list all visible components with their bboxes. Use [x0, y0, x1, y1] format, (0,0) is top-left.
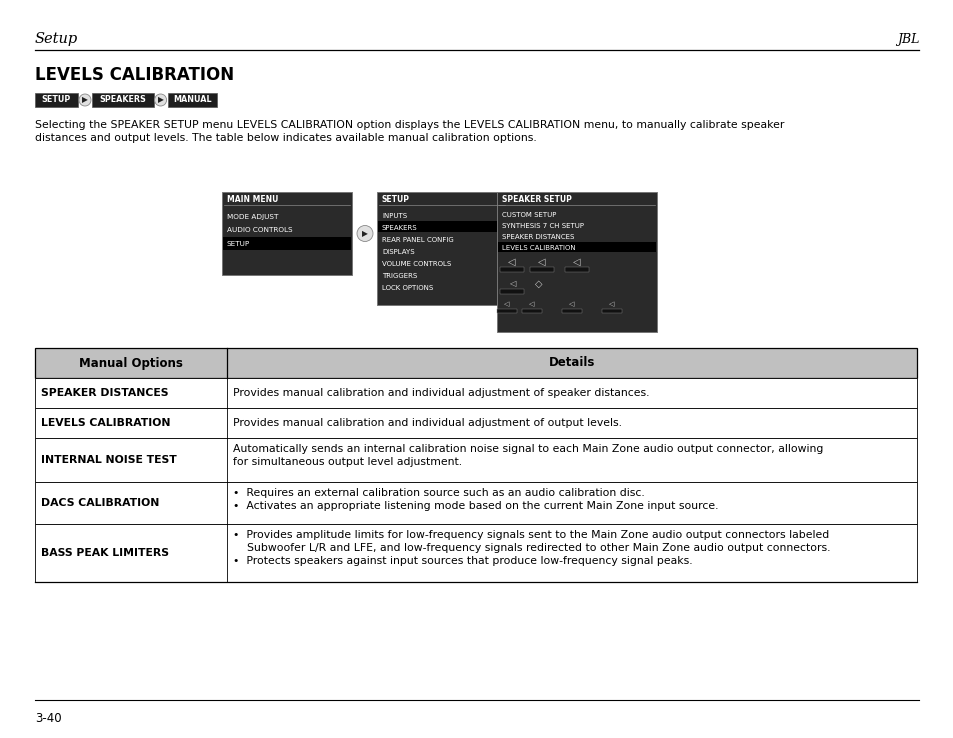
- Text: MANUAL: MANUAL: [172, 95, 212, 105]
- Text: Details: Details: [548, 356, 595, 370]
- Text: ◁: ◁: [609, 301, 614, 307]
- Bar: [497, 192, 657, 332]
- Text: LEVELS CALIBRATION: LEVELS CALIBRATION: [501, 245, 575, 251]
- Bar: [499, 267, 523, 272]
- Text: ▶: ▶: [157, 95, 163, 105]
- Text: TRIGGERS: TRIGGERS: [381, 272, 416, 278]
- Text: Selecting the SPEAKER SETUP menu LEVELS CALIBRATION option displays the LEVELS C: Selecting the SPEAKER SETUP menu LEVELS …: [35, 120, 783, 130]
- Text: distances and output levels. The table below indicates available manual calibrat: distances and output levels. The table b…: [35, 133, 537, 143]
- Text: ◁: ◁: [529, 301, 534, 307]
- Text: •  Requires an external calibration source such as an audio calibration disc.: • Requires an external calibration sourc…: [233, 488, 644, 498]
- Text: SPEAKER DISTANCES: SPEAKER DISTANCES: [41, 388, 169, 398]
- Bar: [497, 309, 517, 313]
- Bar: [91, 93, 153, 107]
- Bar: [168, 93, 216, 107]
- Text: ◁: ◁: [573, 257, 580, 267]
- Text: SPEAKER SETUP: SPEAKER SETUP: [501, 196, 571, 204]
- Text: SPEAKERS: SPEAKERS: [99, 95, 146, 105]
- Text: LEVELS CALIBRATION: LEVELS CALIBRATION: [35, 66, 233, 84]
- Text: ◁: ◁: [537, 257, 545, 267]
- Text: 3-40: 3-40: [35, 712, 62, 725]
- Text: Provides manual calibration and individual adjustment of speaker distances.: Provides manual calibration and individu…: [233, 388, 649, 398]
- Bar: [377, 221, 505, 232]
- Bar: [35, 348, 916, 378]
- Text: DACS CALIBRATION: DACS CALIBRATION: [41, 498, 159, 508]
- Text: JBL: JBL: [896, 33, 918, 46]
- Text: SETUP: SETUP: [227, 241, 250, 247]
- Bar: [497, 242, 656, 252]
- Text: VOLUME CONTROLS: VOLUME CONTROLS: [381, 261, 451, 266]
- Bar: [376, 192, 506, 305]
- Bar: [35, 408, 916, 438]
- Text: Setup: Setup: [35, 32, 78, 46]
- Text: •  Provides amplitude limits for low-frequency signals sent to the Main Zone aud: • Provides amplitude limits for low-freq…: [233, 530, 828, 540]
- Text: ▶: ▶: [82, 95, 88, 105]
- Bar: [223, 237, 351, 250]
- Text: •  Protects speakers against input sources that produce low-frequency signal pea: • Protects speakers against input source…: [233, 556, 692, 566]
- Text: AUDIO CONTROLS: AUDIO CONTROLS: [227, 227, 293, 233]
- Bar: [561, 309, 581, 313]
- Text: Provides manual calibration and individual adjustment of output levels.: Provides manual calibration and individu…: [233, 418, 621, 428]
- Text: CUSTOM SETUP: CUSTOM SETUP: [501, 212, 556, 218]
- Bar: [601, 309, 621, 313]
- Text: ◁: ◁: [569, 301, 574, 307]
- Bar: [35, 93, 78, 107]
- Text: •  Activates an appropriate listening mode based on the current Main Zone input : • Activates an appropriate listening mod…: [233, 501, 718, 511]
- Circle shape: [154, 94, 167, 106]
- Text: ◁: ◁: [508, 257, 516, 267]
- Text: LEVELS CALIBRATION: LEVELS CALIBRATION: [41, 418, 171, 428]
- Text: Automatically sends an internal calibration noise signal to each Main Zone audio: Automatically sends an internal calibrat…: [233, 444, 822, 454]
- Bar: [530, 267, 554, 272]
- Text: Subwoofer L/R and LFE, and low-frequency signals redirected to other Main Zone a: Subwoofer L/R and LFE, and low-frequency…: [233, 543, 830, 553]
- Bar: [564, 267, 588, 272]
- Bar: [222, 192, 352, 275]
- Text: ◁: ◁: [504, 301, 509, 307]
- Text: SETUP: SETUP: [42, 95, 71, 105]
- Text: Manual Options: Manual Options: [79, 356, 183, 370]
- Text: SYNTHESIS 7 CH SETUP: SYNTHESIS 7 CH SETUP: [501, 223, 583, 229]
- Bar: [35, 438, 916, 482]
- Text: ▶: ▶: [517, 234, 522, 243]
- Text: ▶: ▶: [362, 229, 368, 238]
- Bar: [35, 524, 916, 582]
- Text: SETUP: SETUP: [381, 196, 410, 204]
- Text: SPEAKER DISTANCES: SPEAKER DISTANCES: [501, 234, 574, 240]
- Bar: [521, 309, 541, 313]
- Text: ◁: ◁: [508, 279, 515, 288]
- Text: REAR PANEL CONFIG: REAR PANEL CONFIG: [381, 236, 454, 243]
- Circle shape: [512, 230, 527, 246]
- Text: INPUTS: INPUTS: [381, 213, 407, 218]
- Circle shape: [356, 226, 373, 241]
- Bar: [499, 289, 523, 294]
- Bar: [35, 378, 916, 408]
- Text: INTERNAL NOISE TEST: INTERNAL NOISE TEST: [41, 455, 176, 465]
- Text: LOCK OPTIONS: LOCK OPTIONS: [381, 285, 433, 291]
- Text: MAIN MENU: MAIN MENU: [227, 196, 278, 204]
- Text: SPEAKERS: SPEAKERS: [381, 224, 417, 230]
- Text: DISPLAYS: DISPLAYS: [381, 249, 415, 255]
- Text: ◇: ◇: [535, 279, 542, 289]
- Text: for simultaneous output level adjustment.: for simultaneous output level adjustment…: [233, 457, 461, 467]
- Text: BASS PEAK LIMITERS: BASS PEAK LIMITERS: [41, 548, 169, 558]
- Bar: [35, 482, 916, 524]
- Text: MODE ADJUST: MODE ADJUST: [227, 213, 278, 219]
- Circle shape: [79, 94, 91, 106]
